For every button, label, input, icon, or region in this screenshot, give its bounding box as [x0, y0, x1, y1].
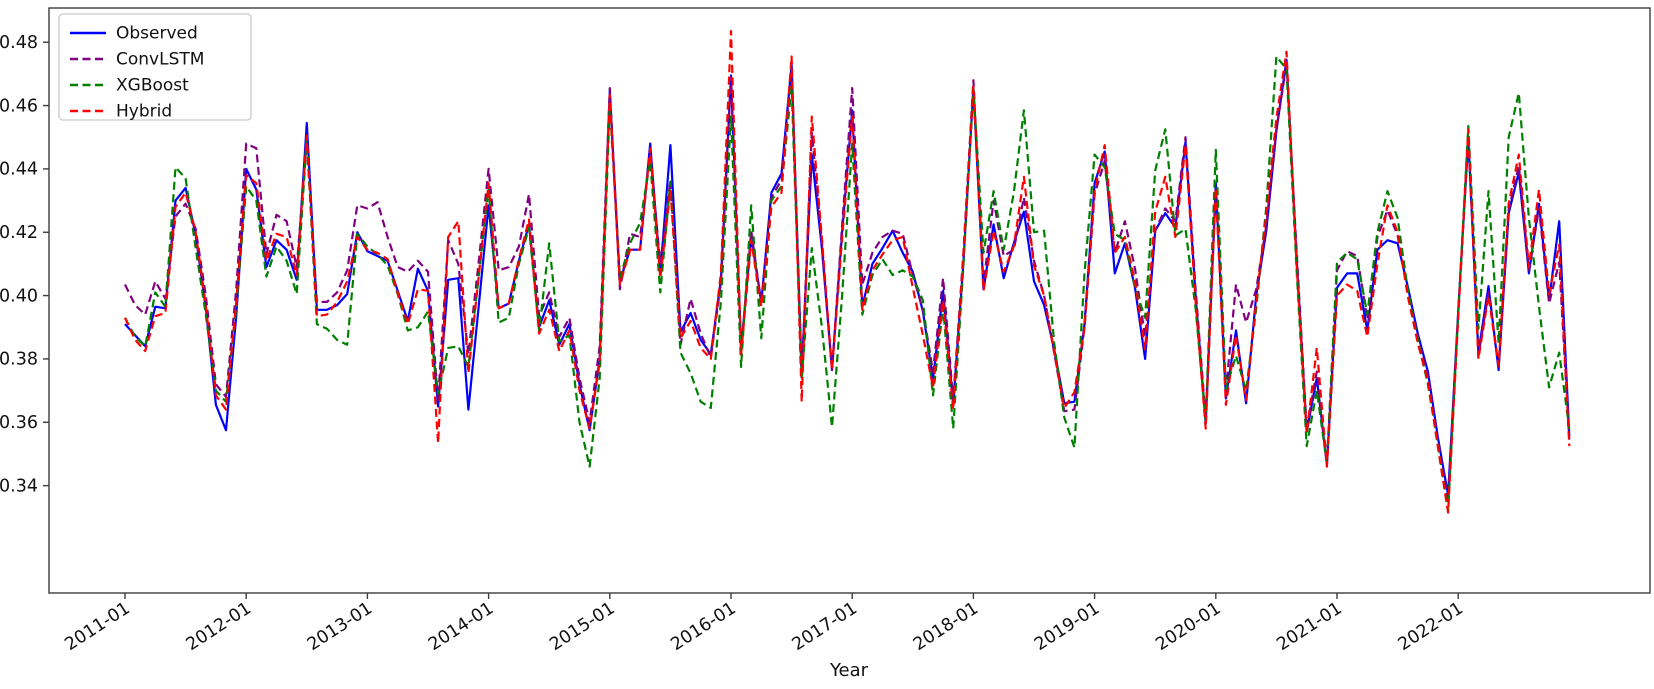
- y-tick-label: 0.42: [0, 223, 38, 243]
- legend-label-hybrid: Hybrid: [116, 102, 172, 122]
- legend-box: [58, 13, 252, 121]
- series-line-hybrid: [123, 30, 1571, 514]
- y-tick-label: 0.40: [0, 286, 38, 306]
- y-axis-ticks: 0.34 0.36 0.38 0.40 0.42 0.44 0.46 0.48: [0, 33, 49, 496]
- legend-items: Observed ConvLSTM XGBoost Hybrid: [70, 24, 204, 122]
- legend-label-convlstm: ConvLSTM: [116, 50, 204, 70]
- y-tick-label: 0.34: [0, 476, 38, 496]
- series-lines: [123, 30, 1571, 514]
- x-axis-label: Year: [829, 660, 869, 681]
- y-tick-label: 0.48: [0, 33, 38, 53]
- y-tick-label: 0.46: [0, 96, 38, 116]
- legend-label-observed: Observed: [116, 24, 198, 44]
- legend-label-xgboost: XGBoost: [116, 76, 189, 96]
- axes-border: [48, 7, 1651, 594]
- legend: Observed ConvLSTM XGBoost Hybrid: [58, 13, 252, 122]
- y-tick-label: 0.38: [0, 350, 38, 370]
- y-tick-label: 0.44: [0, 160, 38, 180]
- y-tick-label: 0.36: [0, 413, 38, 433]
